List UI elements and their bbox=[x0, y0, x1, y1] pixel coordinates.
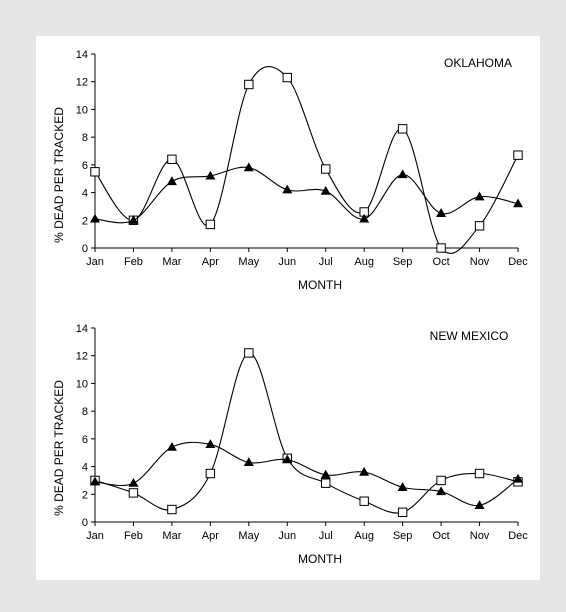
square-marker bbox=[244, 348, 254, 358]
triangle-marker bbox=[359, 466, 370, 476]
figure-panel: OKLAHOMA % DEAD PER TRACKED MONTH 0 2 4 6 8 1… bbox=[36, 36, 540, 580]
chart-new-mexico: NEW MEXICO % DEAD PER TRACKED MONTH 0 2 4 6… bbox=[52, 323, 528, 566]
series-squares-line bbox=[94, 352, 519, 514]
x-tick-label: Jul bbox=[319, 530, 333, 542]
y-axis-title: % DEAD PER TRACKED bbox=[52, 107, 66, 243]
x-tick-label: Mar bbox=[162, 256, 181, 268]
y-tick-label: 2 bbox=[82, 215, 88, 227]
series-squares-line bbox=[94, 66, 519, 255]
x-tick-label: Jan bbox=[86, 530, 104, 542]
square-marker bbox=[244, 79, 254, 90]
y-tick-label: 14 bbox=[76, 49, 88, 61]
triangle-marker bbox=[320, 185, 331, 195]
x-tick-label: Apr bbox=[202, 530, 219, 542]
triangle-marker bbox=[128, 215, 139, 224]
square-marker bbox=[128, 488, 139, 498]
y-tick-label: 14 bbox=[76, 323, 88, 335]
square-marker bbox=[321, 164, 331, 174]
triangle-marker bbox=[436, 208, 447, 217]
x-tick-label: Dec bbox=[508, 256, 528, 268]
y-tick-label: 12 bbox=[76, 351, 88, 363]
square-marker bbox=[167, 504, 177, 515]
figure-svg: OKLAHOMA % DEAD PER TRACKED MONTH 0 2 4 6 8 1… bbox=[52, 49, 528, 566]
x-tick-label: Oct bbox=[433, 530, 450, 542]
square-marker bbox=[474, 468, 485, 479]
square-marker bbox=[474, 221, 485, 231]
triangle-marker bbox=[205, 439, 216, 448]
x-tick-label: Oct bbox=[433, 256, 450, 268]
y-tick-label: 0 bbox=[82, 517, 88, 529]
triangle-marker bbox=[243, 457, 254, 467]
triangle-marker bbox=[90, 476, 100, 486]
triangle-marker bbox=[474, 500, 485, 509]
y-tick-label: 6 bbox=[82, 160, 88, 172]
x-axis-title: MONTH bbox=[298, 552, 342, 566]
triangle-marker bbox=[513, 473, 523, 483]
triangle-marker bbox=[166, 176, 177, 186]
x-tick-label: May bbox=[238, 256, 259, 268]
y-tick-label: 10 bbox=[76, 104, 88, 116]
x-tick-label: Sep bbox=[393, 256, 413, 268]
x-tick-label: Jul bbox=[319, 256, 333, 268]
square-marker bbox=[359, 496, 369, 506]
square-marker bbox=[321, 478, 331, 488]
square-marker bbox=[90, 167, 100, 177]
square-marker bbox=[436, 243, 446, 253]
x-tick-label: Jun bbox=[278, 530, 296, 542]
series-triangles-line bbox=[94, 441, 519, 507]
triangle-marker bbox=[397, 169, 408, 179]
x-tick-label: Sep bbox=[393, 530, 413, 542]
y-tick-label: 6 bbox=[82, 434, 88, 446]
x-tick-label: Mar bbox=[162, 530, 181, 542]
square-marker bbox=[513, 150, 523, 160]
y-tick-label: 0 bbox=[82, 243, 88, 255]
y-tick-label: 10 bbox=[76, 378, 88, 390]
triangle-marker bbox=[436, 486, 447, 496]
triangle-marker bbox=[320, 469, 331, 479]
square-marker bbox=[397, 507, 408, 518]
y-tick-label: 8 bbox=[82, 132, 88, 144]
square-marker bbox=[205, 468, 216, 479]
x-tick-label: Apr bbox=[202, 256, 219, 268]
triangle-marker bbox=[397, 482, 408, 491]
x-tick-label: Jan bbox=[86, 256, 104, 268]
chart-title: OKLAHOMA bbox=[444, 56, 512, 70]
square-marker bbox=[282, 72, 292, 83]
triangle-marker bbox=[243, 162, 254, 172]
square-marker bbox=[397, 124, 408, 134]
x-axis-title: MONTH bbox=[298, 278, 342, 292]
triangle-marker bbox=[205, 170, 216, 180]
triangle-marker bbox=[282, 184, 293, 194]
triangle-marker bbox=[166, 441, 177, 451]
x-tick-label: Jun bbox=[278, 256, 296, 268]
triangle-marker bbox=[359, 213, 370, 223]
x-tick-label: Nov bbox=[470, 256, 490, 268]
chart-oklahoma: OKLAHOMA % DEAD PER TRACKED MONTH 0 2 4 6 8 1… bbox=[52, 49, 528, 292]
x-tick-label: Aug bbox=[354, 256, 374, 268]
triangle-marker bbox=[282, 454, 293, 464]
square-marker bbox=[167, 154, 177, 165]
x-tick-label: Feb bbox=[124, 530, 143, 542]
y-tick-label: 12 bbox=[76, 77, 88, 89]
x-tick-label: May bbox=[238, 530, 259, 542]
y-tick-label: 2 bbox=[82, 489, 88, 501]
x-tick-label: Aug bbox=[354, 530, 374, 542]
x-tick-label: Feb bbox=[124, 256, 143, 268]
y-tick-label: 4 bbox=[82, 188, 88, 200]
triangle-marker bbox=[128, 478, 139, 487]
chart-title: NEW MEXICO bbox=[430, 329, 509, 343]
triangle-marker bbox=[474, 191, 485, 201]
square-marker bbox=[205, 219, 216, 230]
triangle-marker bbox=[90, 213, 100, 223]
square-marker bbox=[436, 475, 446, 486]
x-tick-label: Nov bbox=[470, 530, 490, 542]
x-tick-label: Dec bbox=[508, 530, 528, 542]
triangle-marker bbox=[513, 198, 523, 208]
y-tick-label: 8 bbox=[82, 406, 88, 418]
y-axis-title: % DEAD PER TRACKED bbox=[52, 380, 66, 516]
y-tick-label: 4 bbox=[82, 462, 88, 474]
